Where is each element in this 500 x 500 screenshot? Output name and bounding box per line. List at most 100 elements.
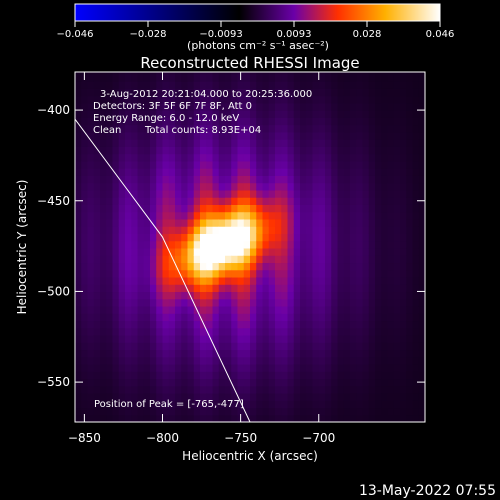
heatmap-cell	[150, 81, 157, 89]
heatmap-cell	[250, 139, 257, 147]
heatmap-cell	[125, 182, 132, 191]
heatmap-cell	[375, 276, 382, 285]
heatmap-cell	[175, 269, 182, 278]
heatmap-cell	[187, 356, 195, 365]
heatmap-cell	[356, 334, 364, 343]
heatmap-cell	[262, 88, 270, 97]
heatmap-cell	[212, 298, 220, 307]
heatmap-cell	[312, 139, 320, 147]
heatmap-cell	[306, 124, 314, 133]
heatmap-cell	[300, 110, 307, 118]
heatmap-cell	[275, 81, 282, 89]
heatmap-cell	[162, 72, 170, 75]
heatmap-cell	[300, 276, 307, 285]
heatmap-cell	[318, 81, 326, 89]
heatmap-cell	[262, 349, 270, 358]
heatmap-cell	[275, 131, 282, 140]
heatmap-cell	[200, 342, 207, 351]
heatmap-cell	[206, 117, 214, 126]
heatmap-cell	[193, 378, 201, 387]
heatmap-cell	[193, 400, 201, 409]
heatmap-cell	[225, 146, 232, 155]
heatmap-cell	[331, 168, 339, 176]
heatmap-cell	[168, 131, 176, 140]
heatmap-cell	[337, 211, 345, 220]
heatmap-cell	[137, 168, 145, 176]
heatmap-cell	[137, 400, 145, 409]
heatmap-cell	[87, 320, 95, 329]
heatmap-cell	[356, 226, 364, 234]
heatmap-cell	[137, 284, 145, 293]
heatmap-cell	[350, 269, 357, 278]
heatmap-cell	[156, 146, 164, 155]
heatmap-cell	[237, 204, 245, 213]
heatmap-cell	[75, 211, 82, 220]
heatmap-cell	[131, 313, 139, 322]
heatmap-cell	[418, 392, 425, 401]
heatmap-cell	[200, 305, 207, 314]
heatmap-cell	[406, 226, 414, 234]
heatmap-cell	[256, 269, 264, 278]
heatmap-cell	[156, 182, 164, 191]
heatmap-cell	[175, 139, 182, 147]
heatmap-cell	[356, 342, 364, 351]
heatmap-cell	[412, 378, 420, 387]
heatmap-cell	[256, 204, 264, 213]
heatmap-cell	[175, 153, 182, 162]
heatmap-cell	[387, 400, 395, 409]
heatmap-cell	[250, 131, 257, 140]
heatmap-cell	[112, 298, 120, 307]
heatmap-cell	[318, 72, 326, 75]
heatmap-cell	[125, 73, 132, 82]
heatmap-cell	[362, 81, 370, 89]
heatmap-cell	[93, 284, 101, 293]
heatmap-cell	[150, 153, 157, 162]
heatmap-cell	[393, 218, 401, 227]
heatmap-cell	[137, 160, 145, 169]
heatmap-cell	[275, 247, 282, 256]
heatmap-cell	[418, 211, 425, 220]
heatmap-cell	[337, 305, 345, 314]
heatmap-cell	[106, 349, 114, 358]
heatmap-cell	[362, 298, 370, 307]
heatmap-cell	[337, 298, 345, 307]
heatmap-cell	[81, 334, 89, 343]
heatmap-cell	[362, 139, 370, 147]
heatmap-cell	[375, 117, 382, 126]
heatmap-cell	[362, 247, 370, 256]
heatmap-cell	[275, 363, 282, 372]
heatmap-cell	[81, 139, 89, 147]
heatmap-cell	[231, 276, 239, 285]
heatmap-cell	[318, 233, 326, 242]
heatmap-cell	[368, 298, 376, 307]
heatmap-cell	[300, 218, 307, 227]
heatmap-cell	[300, 284, 307, 293]
x-tick-label: −800	[146, 431, 179, 445]
heatmap-cell	[268, 168, 276, 176]
heatmap-cell	[231, 131, 239, 140]
heatmap-cell	[406, 313, 414, 322]
heatmap-cell	[93, 168, 101, 176]
heatmap-cell	[318, 160, 326, 169]
heatmap-cell	[175, 226, 182, 234]
heatmap-cell	[362, 371, 370, 380]
heatmap-cell	[325, 407, 332, 416]
heatmap-cell	[337, 226, 345, 234]
heatmap-cell	[87, 371, 95, 380]
heatmap-cell	[181, 342, 189, 351]
heatmap-cell	[187, 363, 195, 372]
heatmap-cell	[281, 160, 289, 169]
heatmap-cell	[137, 189, 145, 198]
heatmap-cell	[143, 305, 151, 314]
heatmap-cell	[406, 124, 414, 133]
heatmap-cell	[350, 371, 357, 380]
heatmap-cell	[168, 356, 176, 365]
heatmap-cell	[206, 146, 214, 155]
heatmap-cell	[150, 204, 157, 213]
heatmap-cell	[81, 313, 89, 322]
heatmap-cell	[418, 182, 425, 191]
heatmap-cell	[362, 168, 370, 176]
heatmap-cell	[356, 160, 364, 169]
heatmap-cell	[331, 255, 339, 264]
heatmap-cell	[400, 88, 407, 97]
